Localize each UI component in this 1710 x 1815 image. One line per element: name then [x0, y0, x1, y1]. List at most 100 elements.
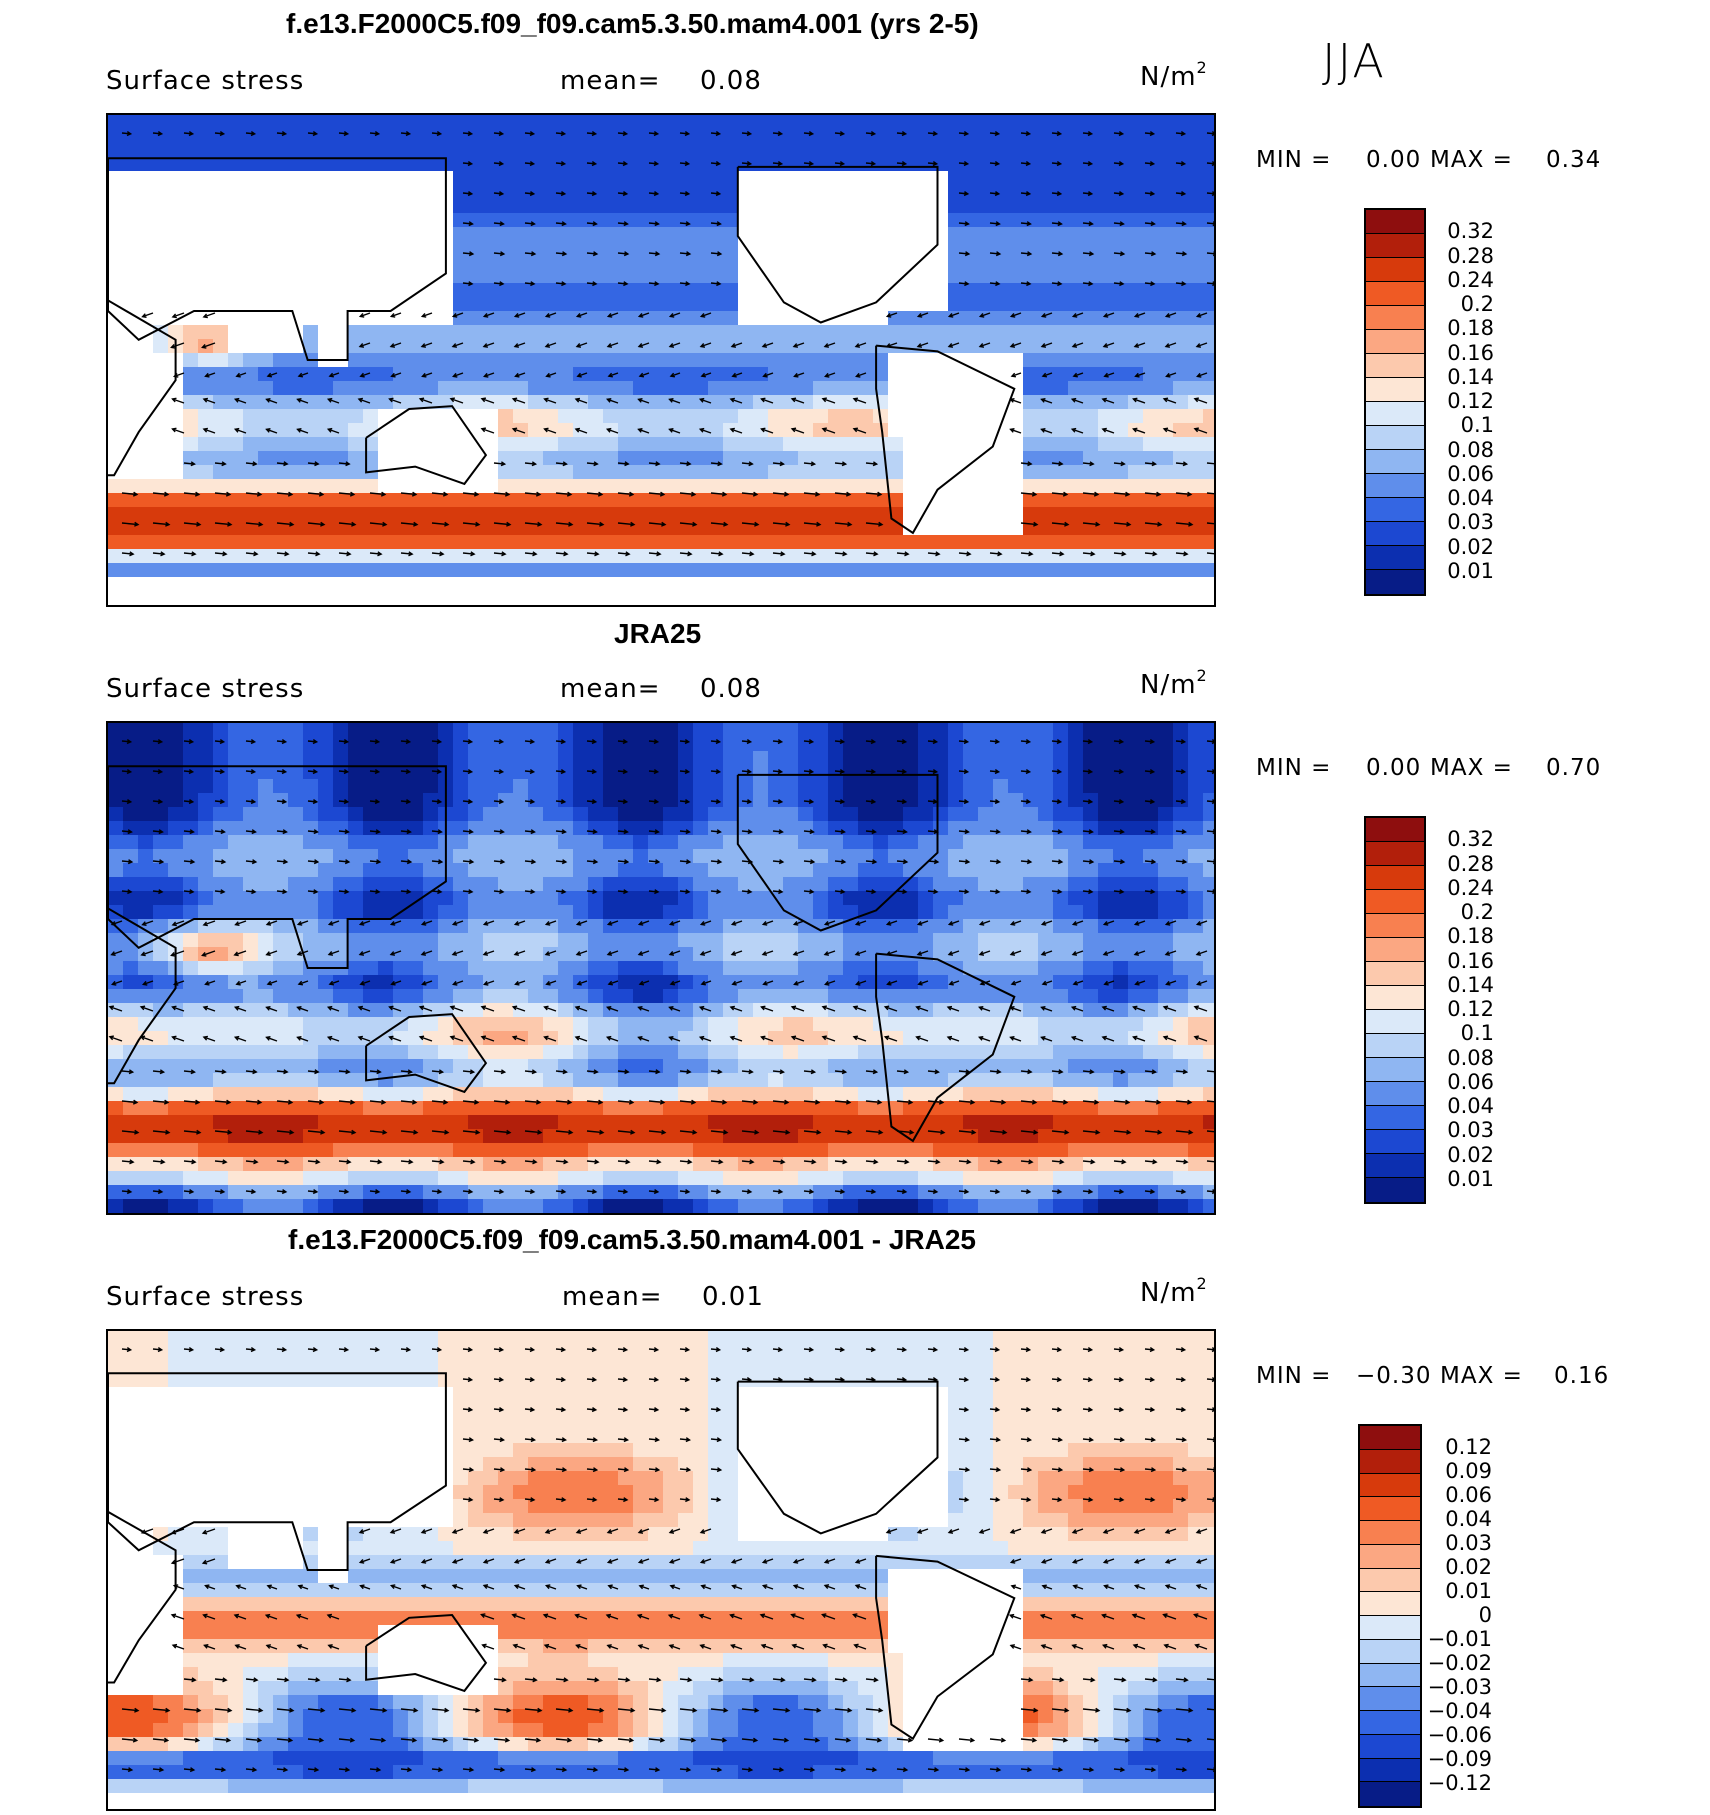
panel-title: f.e13.F2000C5.f09_f09.cam5.3.50.mam4.001… [286, 8, 979, 39]
colorbar-tick-label: 0.03 [1447, 1118, 1494, 1143]
colorbar-tick-label: 0.12 [1445, 1435, 1492, 1459]
unit-label: N/m2 [1140, 1274, 1208, 1308]
colorbar-swatch [1360, 1711, 1420, 1735]
colorbar-tick-label: 0.2 [1460, 900, 1494, 924]
max-value: 0.16 [1554, 1363, 1610, 1389]
colorbar-tick-label: 0.14 [1447, 972, 1494, 997]
colorbar-swatch [1360, 1663, 1420, 1688]
colorbar-swatch [1366, 1130, 1424, 1154]
colorbar-tick-label: 0.18 [1447, 924, 1494, 949]
min-value: 0.00 [1366, 755, 1422, 781]
colorbar-swatch [1366, 1058, 1424, 1082]
colorbar-tick-label: 0.1 [1460, 1021, 1494, 1046]
colorbar-swatch [1366, 962, 1424, 986]
colorbar-tick-label: 0.16 [1447, 948, 1494, 973]
colorbar-tick-label: 0.04 [1447, 1094, 1494, 1118]
colorbar-ticks-1: 0.32 0.28 0.24 0.2 0.18 0.16 0.14 0.12 0.1 0.08 0.… [1424, 208, 1514, 596]
mean-label: mean= [562, 1282, 663, 1312]
colorbar-swatch [1366, 354, 1424, 378]
colorbar-swatch [1366, 818, 1424, 842]
map-canvas [108, 723, 1214, 1213]
colorbar-tick-label: 0.06 [1445, 1483, 1492, 1507]
max-value: 0.70 [1546, 755, 1602, 781]
colorbar-tick-label: −0.01 [1427, 1627, 1492, 1651]
colorbar-swatch [1366, 330, 1424, 354]
colorbar-swatch [1366, 282, 1424, 306]
colorbar-swatch [1366, 986, 1424, 1010]
mean-value: 0.08 [700, 674, 762, 704]
colorbar-swatch [1366, 210, 1424, 234]
colorbar-swatch [1360, 1568, 1420, 1593]
colorbar-swatch [1366, 498, 1424, 522]
colorbar-ticks-2: 0.32 0.28 0.24 0.2 0.18 0.16 0.14 0.12 0.1 0.08 0.… [1424, 816, 1514, 1204]
field-cells [108, 1331, 1214, 1809]
variable-label: Surface stress [106, 66, 305, 96]
colorbar-tick-label: 0.09 [1445, 1459, 1492, 1483]
colorbar-tick-label: −0.04 [1427, 1699, 1492, 1723]
colorbar-swatch [1366, 1106, 1424, 1130]
colorbar-swatch [1366, 914, 1424, 938]
min-label: MIN = [1256, 1363, 1332, 1389]
min-label: MIN = [1256, 755, 1332, 781]
unit-label: N/m2 [1140, 666, 1208, 700]
map-panel-3 [106, 1329, 1216, 1811]
colorbar-swatch [1360, 1449, 1420, 1474]
colorbar-swatch [1366, 522, 1424, 546]
colorbar-swatch [1366, 938, 1424, 962]
field-cells [108, 723, 1214, 1213]
coastlines [108, 1372, 1016, 1741]
colorbar-tick-label: 0.24 [1447, 267, 1494, 292]
colorbar-swatch [1366, 306, 1424, 330]
colorbar-swatch [1360, 1473, 1420, 1498]
colorbar-ticks-3: 0.12 0.09 0.06 0.04 0.03 0.02 0.01 0 −0.01 −0.02−… [1422, 1424, 1518, 1808]
colorbar-tick-label: 0.01 [1447, 558, 1494, 583]
colorbar-tick-label: 0.03 [1447, 510, 1494, 535]
season-label: JJA [1322, 34, 1386, 88]
stress-vectors [121, 1347, 1214, 1773]
colorbar-tick-label: 0.1 [1460, 413, 1494, 438]
colorbar-tick-label: 0.06 [1447, 1069, 1494, 1094]
map-panel-1 [106, 113, 1216, 607]
max-label: MAX = [1440, 1363, 1523, 1389]
colorbar-tick-label: 0.28 [1447, 851, 1494, 876]
colorbar-swatch [1360, 1639, 1420, 1664]
mean-value: 0.01 [702, 1282, 764, 1312]
mean-label: mean= [560, 674, 661, 704]
colorbar-tick-label: 0.08 [1447, 1045, 1494, 1070]
colorbar-tick-label: 0.12 [1447, 997, 1494, 1021]
mean-value: 0.08 [700, 66, 762, 96]
colorbar-swatch [1360, 1687, 1420, 1711]
colorbar-swatch [1366, 1034, 1424, 1058]
colorbar-swatch [1366, 378, 1424, 402]
colorbar-tick-label: −0.06 [1427, 1723, 1492, 1747]
colorbar-tick-label: −0.03 [1427, 1675, 1492, 1699]
colorbar-swatch [1366, 1178, 1424, 1202]
colorbar-tick-label: −0.02 [1427, 1651, 1492, 1675]
colorbar-tick-label: 0.32 [1447, 827, 1494, 852]
colorbar-swatch [1366, 474, 1424, 498]
colorbar-1 [1364, 208, 1426, 596]
colorbar-tick-label: 0.02 [1447, 534, 1494, 559]
colorbar-swatch [1366, 402, 1424, 426]
colorbar-swatch [1366, 1082, 1424, 1106]
colorbar-tick-label: 0.12 [1447, 389, 1494, 413]
map-panel-2 [106, 721, 1216, 1215]
colorbar-swatch [1366, 234, 1424, 258]
colorbar-tick-label: 0.02 [1447, 1142, 1494, 1167]
coastlines [108, 157, 1016, 535]
colorbar-swatch [1366, 546, 1424, 570]
colorbar-tick-label: 0.18 [1447, 316, 1494, 341]
colorbar-swatch [1366, 570, 1424, 594]
colorbar-swatch [1366, 890, 1424, 914]
max-label: MAX = [1430, 755, 1513, 781]
min-label: MIN = [1256, 147, 1332, 173]
colorbar-tick-label: 0.16 [1447, 340, 1494, 365]
min-value: 0.00 [1366, 147, 1422, 173]
colorbar-tick-label: 0.04 [1447, 486, 1494, 510]
variable-label: Surface stress [106, 674, 305, 704]
field-cells [108, 115, 1214, 605]
colorbar-tick-label: 0.02 [1445, 1555, 1492, 1579]
colorbar-tick-label: 0.32 [1447, 219, 1494, 244]
panel-title: f.e13.F2000C5.f09_f09.cam5.3.50.mam4.001… [288, 1224, 976, 1255]
colorbar-swatch [1360, 1544, 1420, 1569]
